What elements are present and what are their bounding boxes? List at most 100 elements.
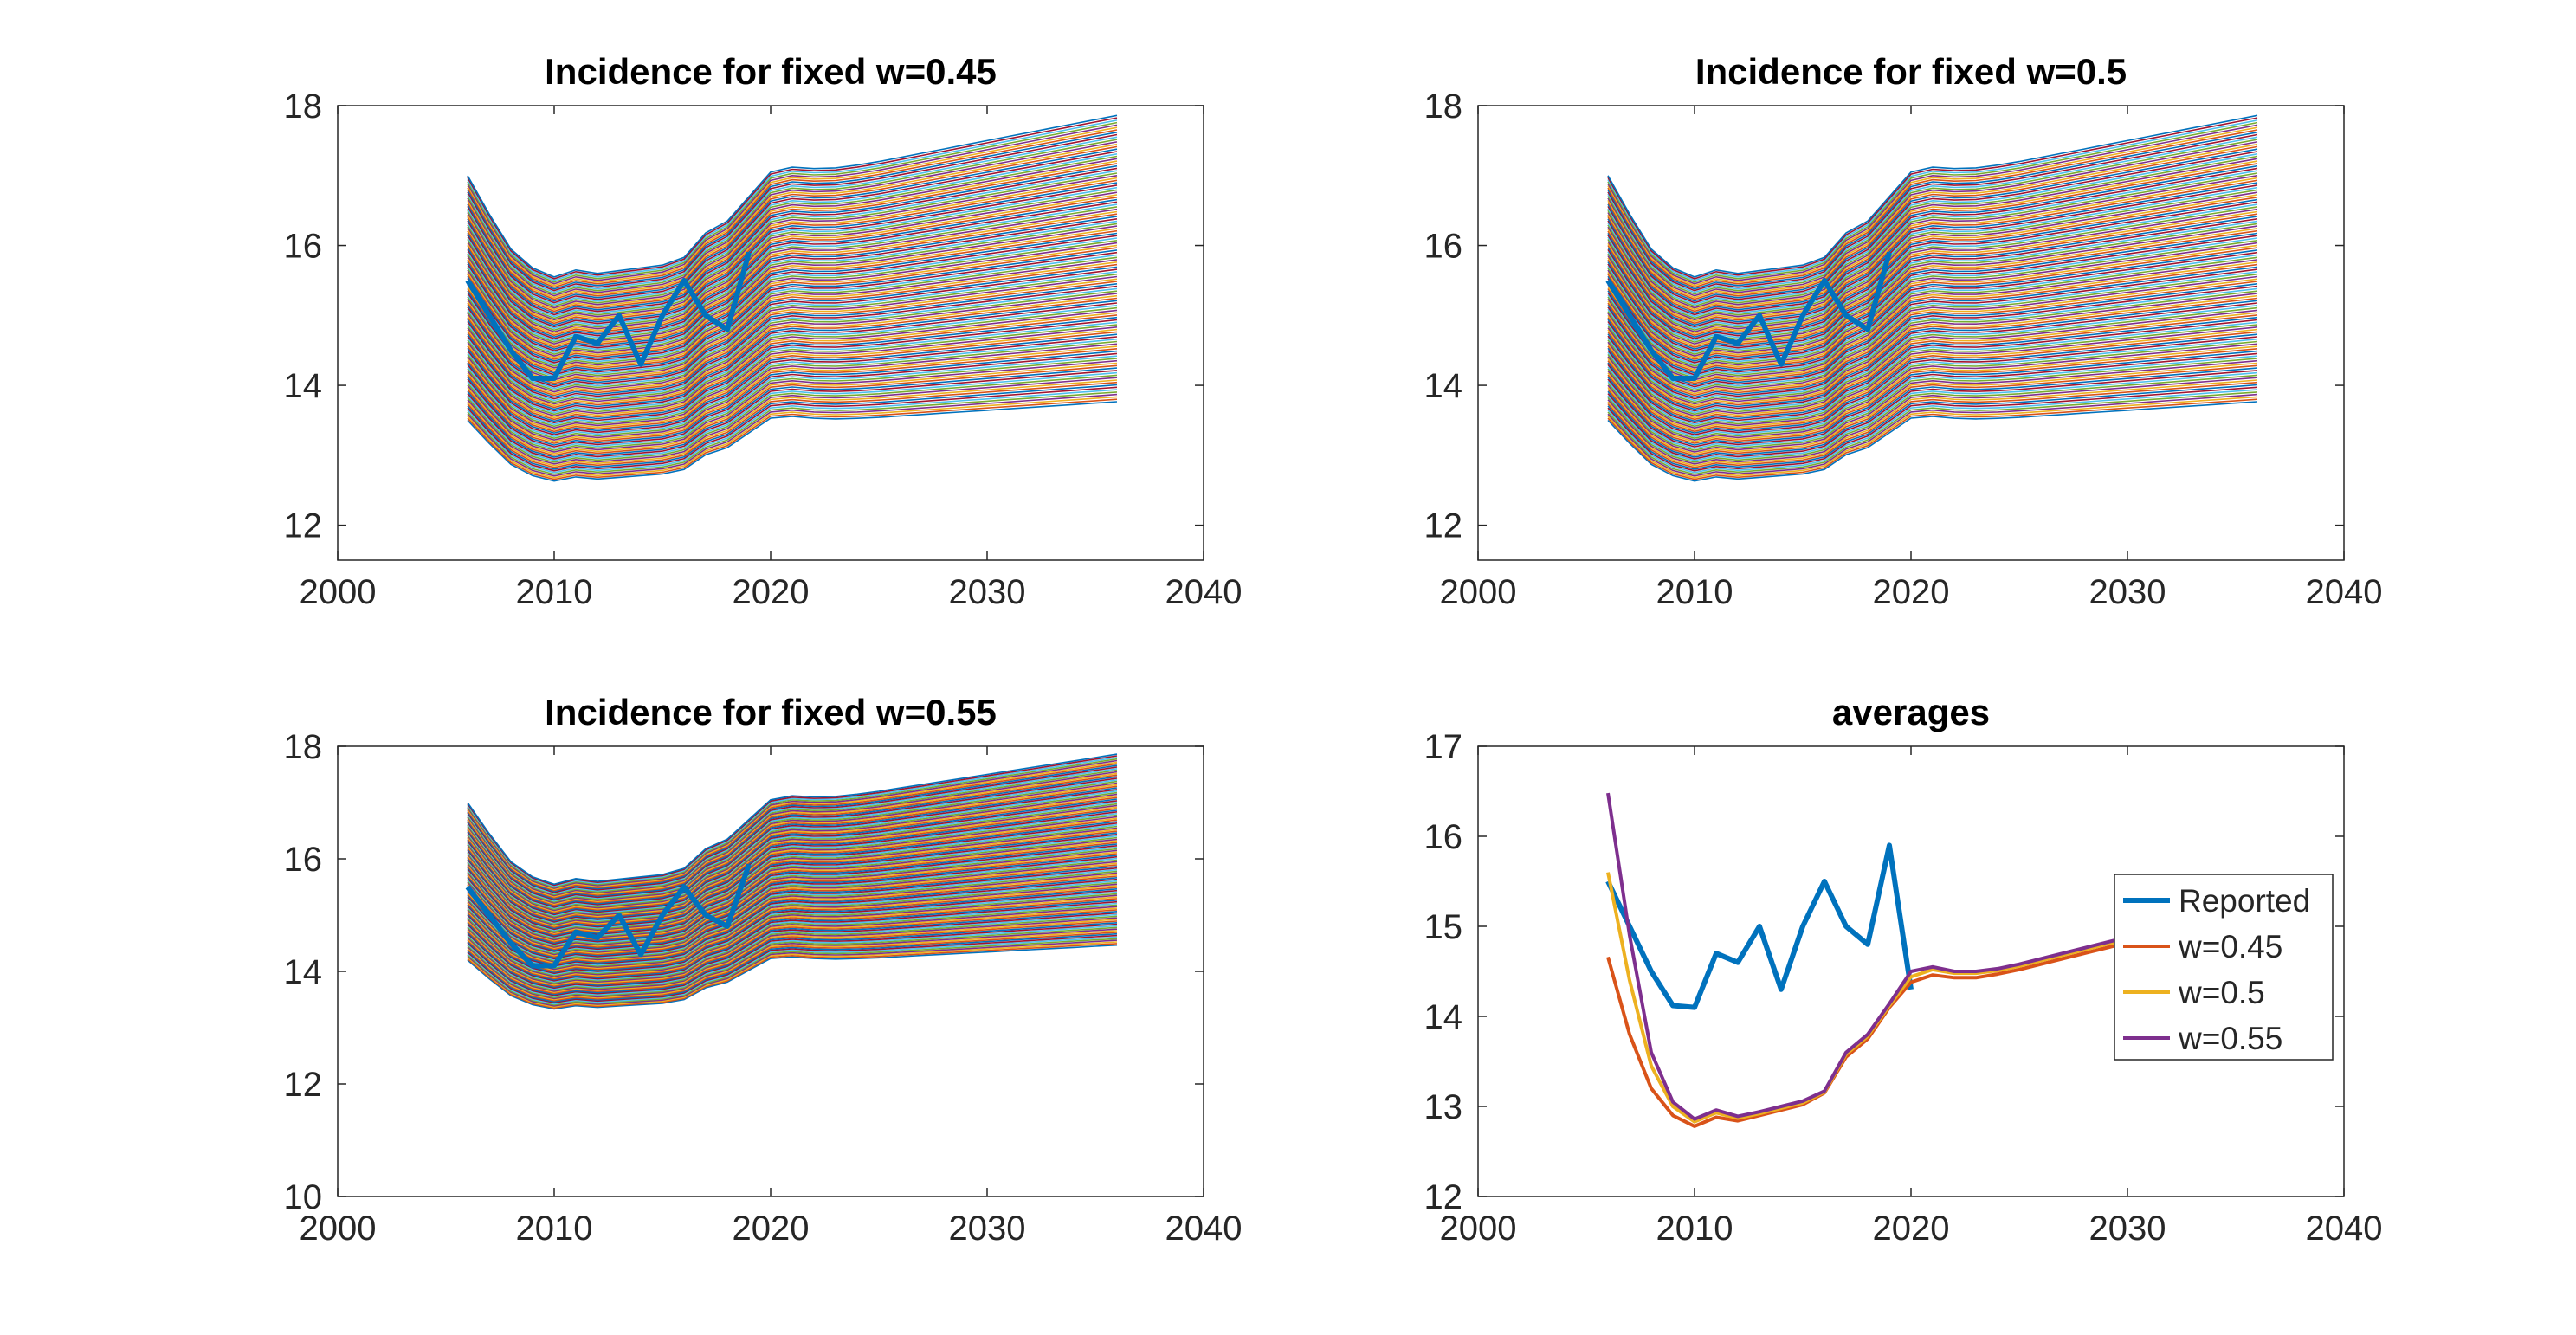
x-tick-label: 2020 [1873,1209,1950,1248]
ensemble-line [1607,333,2258,435]
ensemble-line [467,293,1118,405]
ensemble-line [467,874,1118,964]
ensemble-line [467,776,1118,900]
ensemble-line [467,827,1118,933]
ensemble-line [467,777,1118,901]
ensemble-line [467,934,1118,1004]
ensemble-line [467,796,1118,913]
reported-line [1605,251,1892,381]
ensemble-line [467,809,1118,922]
ensemble-line [1607,314,2258,421]
ensemble-line [1607,362,2258,455]
ensemble-line [467,124,1118,285]
ensemble-line [467,263,1118,384]
ensemble-line [467,907,1118,986]
ensemble-line [467,816,1118,926]
ensemble-line [467,290,1118,403]
ensemble-line [467,247,1118,372]
ensemble-line [467,160,1118,311]
ensemble-line [467,758,1118,888]
ensemble-line [1607,160,2258,311]
ensemble-line [467,254,1118,377]
reported-series-w045 [465,251,752,381]
ensemble-line [467,845,1118,945]
panel-w05: 2000 2010 2020 2030 2040 12 14 16 18 Incidence … [1424,51,2383,611]
ensemble-line [1607,386,2258,472]
ensemble-line [467,321,1118,426]
ensemble-line [467,883,1118,971]
ensemble-line [1607,170,2258,318]
ensemble-line [467,145,1118,300]
ensemble-line [1607,259,2258,381]
ensemble-line [1607,117,2258,280]
ensemble-line [467,333,1118,435]
ensemble-line [1607,261,2258,383]
ensemble-line [1607,151,2258,304]
x-ticks-averages: 2000 2010 2020 2030 2040 [1440,746,2382,1248]
legend: Reported w=0.45 w=0.5 w=0.55 [2114,874,2334,1061]
ensemble-line [467,889,1118,975]
ensemble-line [1607,237,2258,365]
ensemble-line [467,198,1118,339]
ensemble-line [467,768,1118,895]
ensemble-line [467,143,1118,299]
ensemble-line [1607,401,2258,482]
ensemble-line [467,170,1118,318]
ensemble-line [467,163,1118,313]
ensemble-line [467,319,1118,424]
ensemble-line [1607,228,2258,358]
ensemble-line [1607,129,2258,288]
ensemble-line [467,919,1118,993]
ensemble-line [467,275,1118,393]
ensemble-line [467,136,1118,293]
ensemble-line [467,352,1118,448]
ensemble-line [467,228,1118,358]
y-tick-label: 16 [284,841,323,879]
ensemble-line [467,851,1118,950]
ensemble-line [467,785,1118,906]
ensemble-line [1607,194,2258,335]
ensemble-line [467,268,1118,388]
average-line-0 [1605,842,1914,1010]
ensemble-line [467,880,1118,968]
panel-averages: 2000 2010 2020 2030 2040 12 13 14 15 16 17 averag… [1424,692,2383,1248]
ensemble-line [467,823,1118,932]
ensemble-line [1607,384,2258,470]
ensemble-line [467,902,1118,983]
ensemble-line [1607,263,2258,384]
ensemble-line [1607,343,2258,442]
ensemble-line [467,201,1118,340]
y-tick-label: 18 [1424,87,1463,126]
ensemble-line [467,814,1118,925]
x-tick-label: 2030 [949,573,1026,611]
ensemble-line [1607,350,2258,446]
x-tick-label: 2010 [1656,1209,1733,1248]
ensemble-line [467,923,1118,996]
x-tick-label: 2030 [2089,1209,2166,1248]
ensemble-line [467,822,1118,931]
y-tick-label: 14 [1424,367,1463,405]
ensemble-line [467,912,1118,990]
x-tick-label: 2030 [2089,573,2166,611]
y-tick-label: 14 [1424,998,1463,1036]
y-tick-label: 18 [284,87,323,126]
ensemble-line [467,808,1118,921]
ensemble-line [467,855,1118,951]
ensemble-line [467,300,1118,410]
ensemble-line [467,256,1118,379]
ensemble-line [467,900,1118,981]
ensemble-line [1607,167,2258,316]
ensemble-line [467,139,1118,295]
ensemble-line [1607,348,2258,444]
ensemble-line [467,386,1118,472]
ensemble-line [467,875,1118,965]
ensemble-line [467,278,1118,395]
legend-label-w055: w=0.55 [2178,1021,2282,1056]
ensemble-line [467,855,1118,952]
ensemble-line [467,766,1118,893]
ensemble-line [1607,242,2258,369]
ensemble-line [1607,316,2258,422]
ensemble-line [1607,300,2258,410]
x-ticks-w05: 2000 2010 2020 2030 2040 [1440,106,2382,611]
y-tick-label: 12 [1424,1178,1463,1216]
